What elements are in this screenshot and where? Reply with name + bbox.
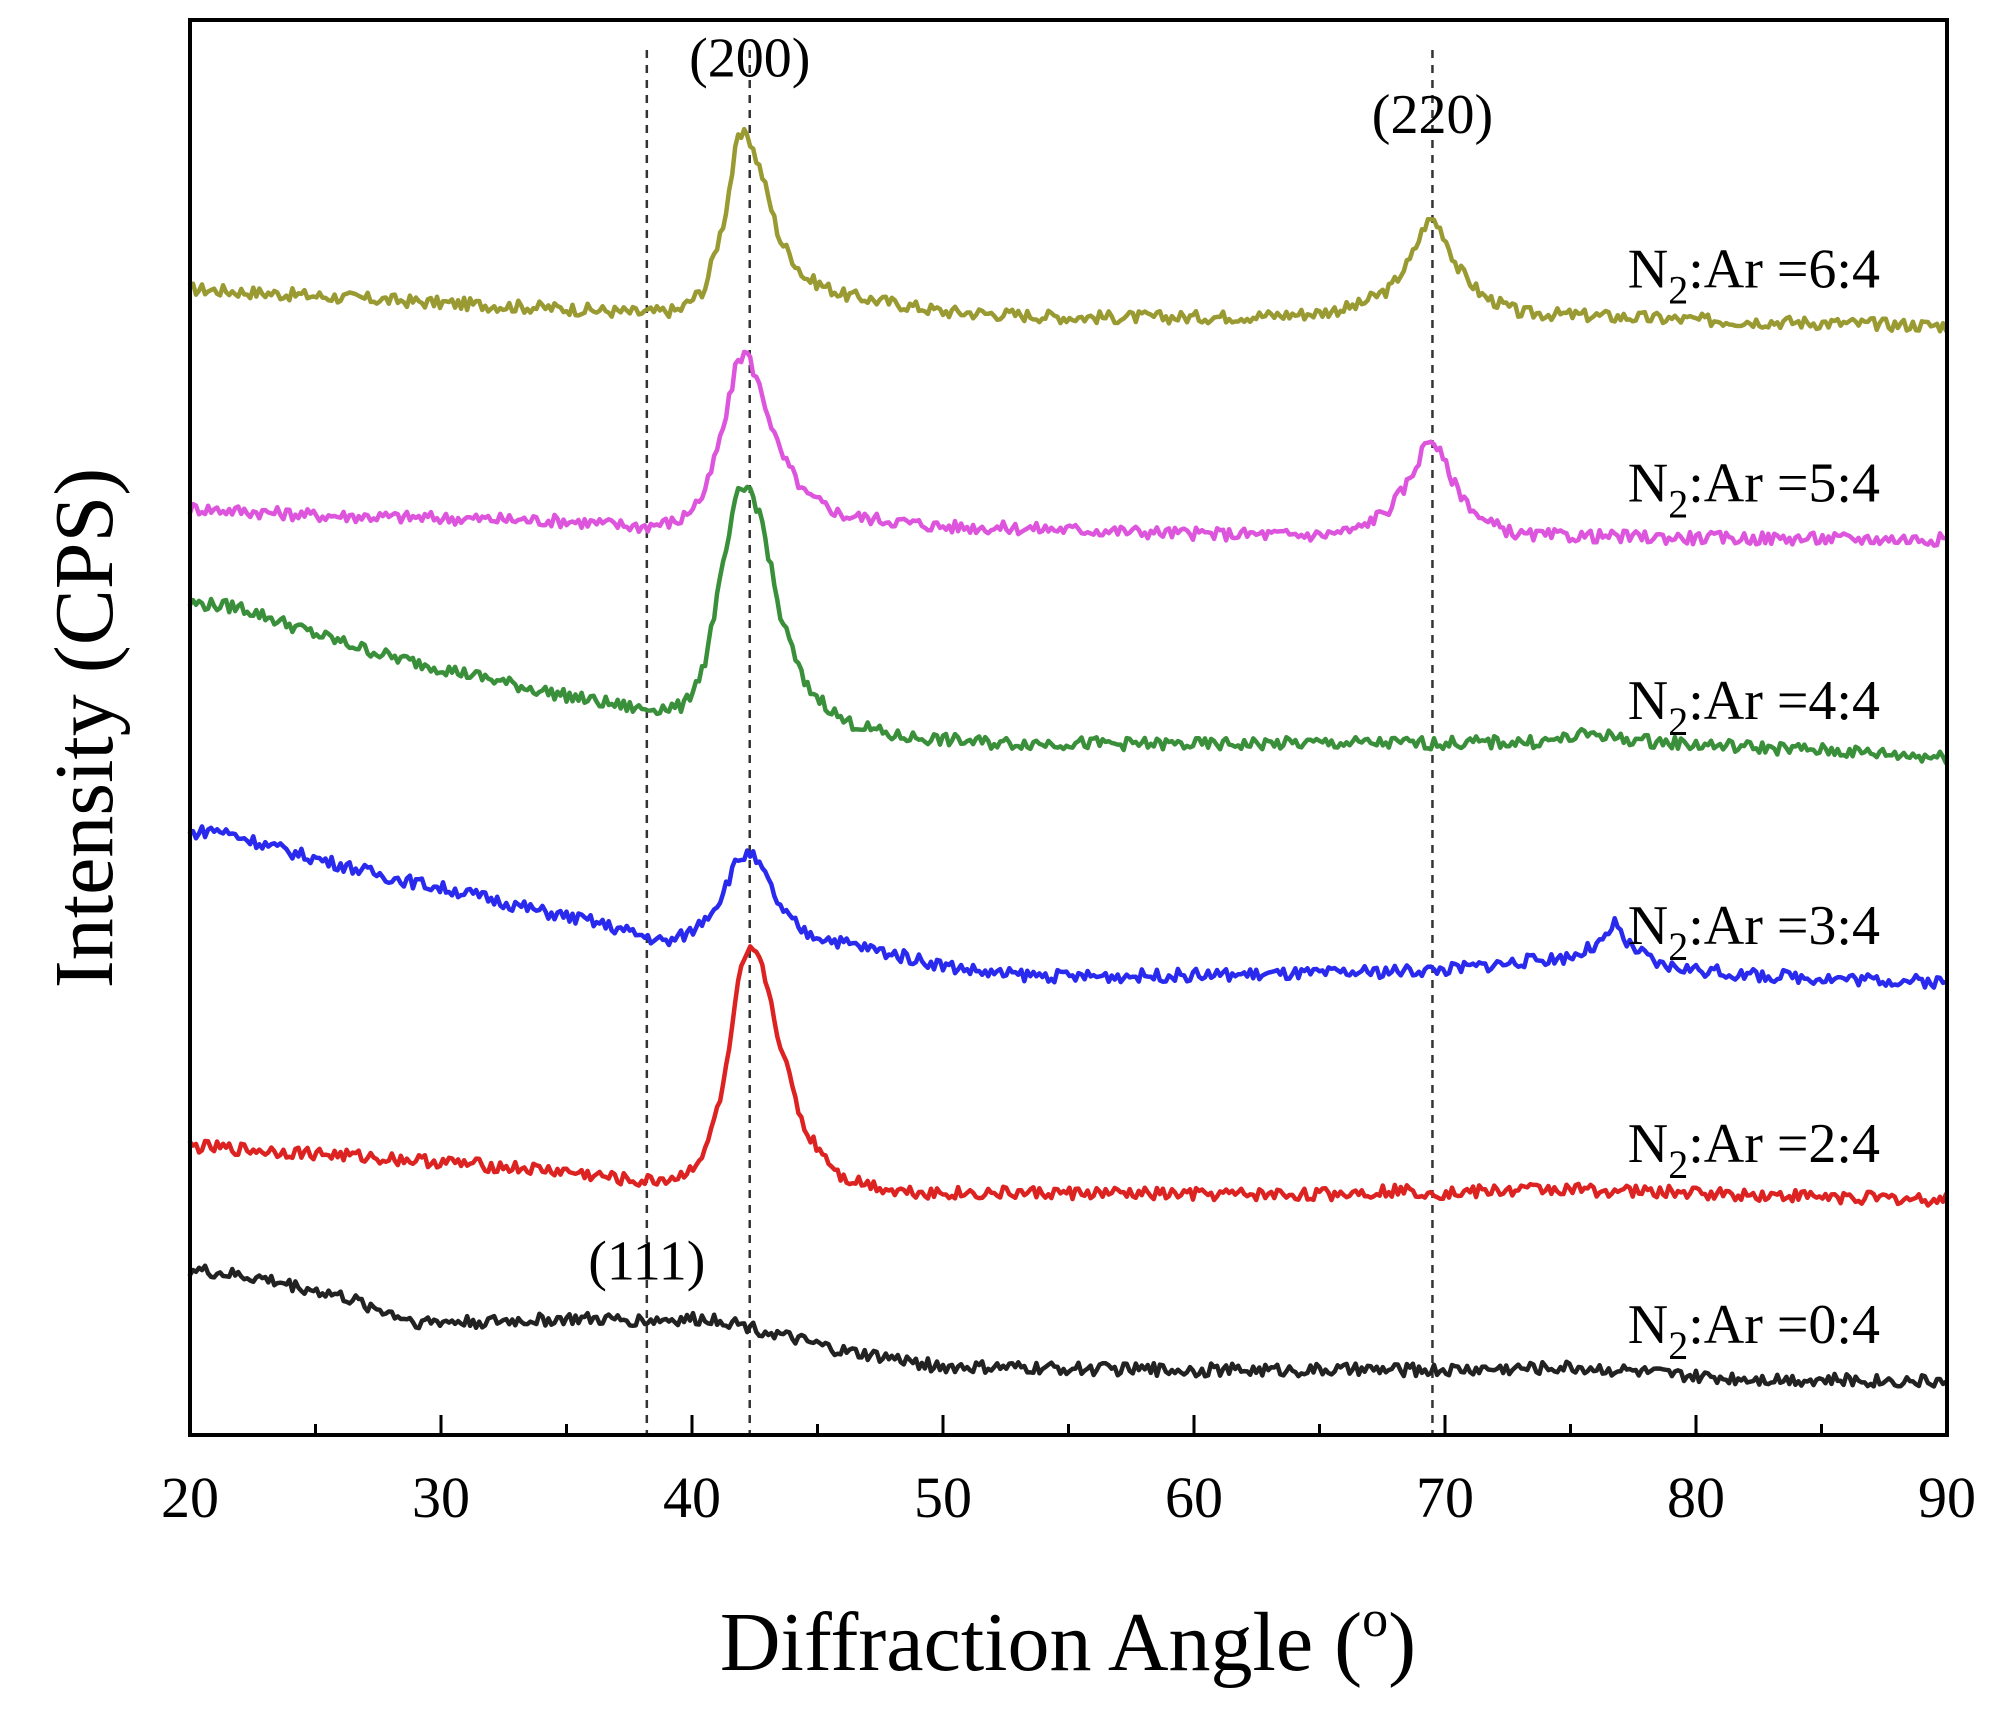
series-line xyxy=(187,944,1949,1208)
series-label: N2:Ar =6:4 xyxy=(1628,239,1880,313)
x-axis-title: Diffraction Angle (o) xyxy=(720,1591,1416,1689)
peak-labels: (200) (220) (111) xyxy=(588,28,1493,1293)
x-axis: 20 30 40 50 60 70 80 90 xyxy=(161,1415,1976,1530)
series-label: N2:Ar =5:4 xyxy=(1628,452,1880,526)
series-line xyxy=(187,824,1949,990)
x-tick-label: 50 xyxy=(914,1465,972,1530)
x-tick-label: 40 xyxy=(663,1465,721,1530)
series-group xyxy=(187,126,1949,1389)
peak-label: (111) xyxy=(588,1230,705,1292)
series-label: N2:Ar =2:4 xyxy=(1628,1113,1880,1187)
x-tick-label: 30 xyxy=(412,1465,470,1530)
series-line xyxy=(187,484,1949,766)
series-labels: N2:Ar =6:4 N2:Ar =5:4 N2:Ar =4:4 N2:Ar =3:4… xyxy=(1628,239,1880,1369)
series-label: N2:Ar =4:4 xyxy=(1628,670,1880,744)
y-axis-title: Intensity (CPS) xyxy=(38,468,131,988)
series-line xyxy=(187,126,1949,334)
x-tick-label: 70 xyxy=(1416,1465,1474,1530)
series-label: N2:Ar =0:4 xyxy=(1628,1294,1880,1368)
x-tick-label: 80 xyxy=(1667,1465,1725,1530)
x-tick-label: 90 xyxy=(1918,1465,1976,1530)
x-tick-label: 20 xyxy=(161,1465,219,1530)
series-label: N2:Ar =3:4 xyxy=(1628,895,1880,969)
peak-label: (220) xyxy=(1372,84,1493,146)
peak-label: (200) xyxy=(689,28,810,90)
series-line xyxy=(187,1263,1949,1389)
x-tick-label: 60 xyxy=(1165,1465,1223,1530)
degree-superscript: o xyxy=(1362,1591,1388,1648)
series-line xyxy=(187,349,1949,548)
